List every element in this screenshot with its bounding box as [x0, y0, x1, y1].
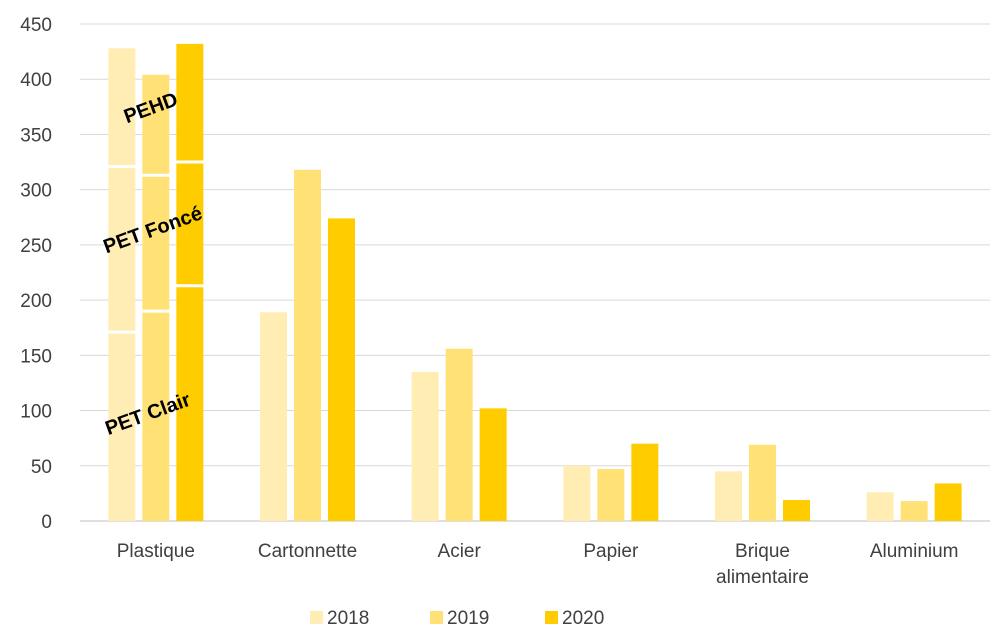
bar-2019-papier — [597, 469, 625, 521]
y-tick-label: 250 — [20, 236, 52, 257]
bar-2018-acier — [411, 371, 439, 521]
bar-2018-aluminium — [866, 492, 894, 521]
x-category-label: Acier — [438, 541, 482, 562]
y-tick-label: 200 — [20, 291, 52, 312]
bar-2020-aluminium — [934, 483, 962, 521]
x-category-label: Brique alimentaire — [716, 541, 809, 588]
bar-2019-brique-alimentaire — [749, 444, 776, 521]
y-tick-label: 50 — [31, 457, 52, 478]
y-tick-label: 350 — [20, 125, 52, 146]
y-tick-label: 150 — [20, 346, 52, 367]
bar-2018-plastique — [108, 48, 136, 521]
legend-label: 2018 — [327, 608, 369, 629]
bars — [107, 43, 962, 522]
x-category-label: Papier — [583, 541, 639, 562]
bar-2019-acier — [445, 348, 473, 521]
y-tick-label: 0 — [41, 512, 52, 533]
bar-2020-plastique — [176, 43, 204, 521]
x-category-label: Plastique — [117, 541, 195, 562]
bar-2020-brique-alimentaire — [783, 500, 810, 521]
legend-swatch — [430, 611, 443, 624]
y-tick-label: 400 — [20, 70, 52, 91]
gridlines — [80, 23, 990, 522]
bar-2019-plastique — [142, 74, 170, 521]
bar-2020-cartonnette — [328, 218, 355, 522]
x-category-label: Cartonnette — [258, 541, 357, 562]
legend-swatch — [310, 611, 323, 624]
bar-2020-papier — [631, 443, 659, 521]
bar-2018-cartonnette — [260, 312, 287, 521]
bar-2018-papier — [563, 465, 591, 521]
y-tick-label: 450 — [20, 15, 52, 36]
legend-label: 2019 — [447, 608, 489, 629]
bar-2020-acier — [479, 408, 507, 521]
legend-swatch — [545, 611, 558, 624]
legend-label: 2020 — [562, 608, 604, 629]
y-tick-label: 300 — [20, 181, 52, 202]
bar-2019-cartonnette — [294, 169, 321, 521]
bar-2018-brique-alimentaire — [715, 471, 742, 521]
y-tick-label: 100 — [20, 402, 52, 423]
x-category-label: Aluminium — [870, 541, 959, 562]
y-axis-ticks: 0 50 100 150 200 250 300 350 400 450 — [20, 15, 52, 533]
bar-2019-aluminium — [900, 501, 928, 521]
x-axis-categories: Plastique Cartonnette Acier Papier Brique ali… — [117, 541, 959, 588]
legend: 2018 2019 2020 — [310, 608, 604, 629]
